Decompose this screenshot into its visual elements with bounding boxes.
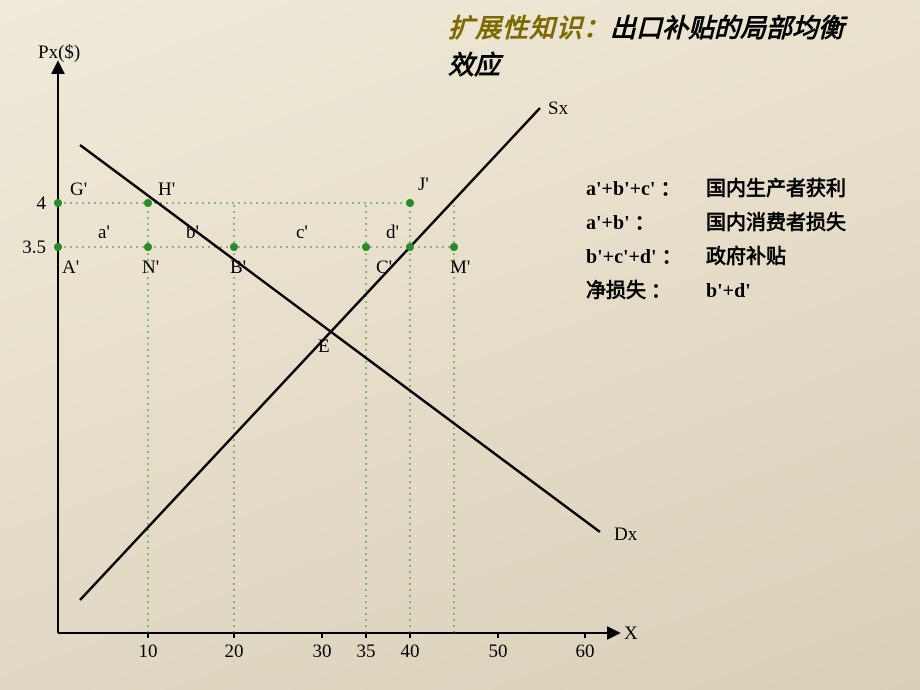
chart-point (407, 200, 414, 207)
point-label: J' (418, 174, 429, 195)
point-label: H' (158, 179, 175, 200)
chart-point (363, 244, 370, 251)
x-tick-label: 60 (576, 641, 595, 662)
chart-point (145, 244, 152, 251)
demand-label: Dx (614, 524, 638, 545)
chart: Px($) X 10 20 30 35 40 50 60 4 3.5 Dx Sx E G' H' J' A' N' B… (0, 0, 920, 690)
x-axis-label: X (624, 623, 638, 644)
chart-point (231, 244, 238, 251)
chart-point (407, 244, 414, 251)
point-label: N' (142, 257, 159, 278)
x-tick-label: 20 (225, 641, 244, 662)
region-label: b' (186, 222, 199, 243)
supply-label: Sx (548, 98, 569, 119)
y-tick-label: 3.5 (22, 237, 46, 258)
point-label: B' (230, 257, 246, 278)
region-label: c' (296, 222, 308, 243)
x-tick-label: 35 (357, 641, 376, 662)
chart-point (55, 200, 62, 207)
region-label: d' (386, 222, 399, 243)
y-tick-label: 4 (37, 193, 47, 214)
chart-point (145, 200, 152, 207)
equilibrium-label: E (318, 336, 330, 357)
point-label: A' (62, 257, 79, 278)
x-tick-label: 30 (313, 641, 332, 662)
chart-point (55, 244, 62, 251)
point-label: C' (376, 257, 392, 278)
supply-line (80, 108, 540, 600)
x-tick-label: 50 (489, 641, 508, 662)
y-axis-label: Px($) (38, 42, 80, 63)
x-tick-label: 40 (401, 641, 420, 662)
point-label: G' (70, 179, 87, 200)
region-label: a' (98, 222, 110, 243)
chart-point (451, 244, 458, 251)
x-tick-label: 10 (139, 641, 158, 662)
point-label: M' (450, 257, 470, 278)
